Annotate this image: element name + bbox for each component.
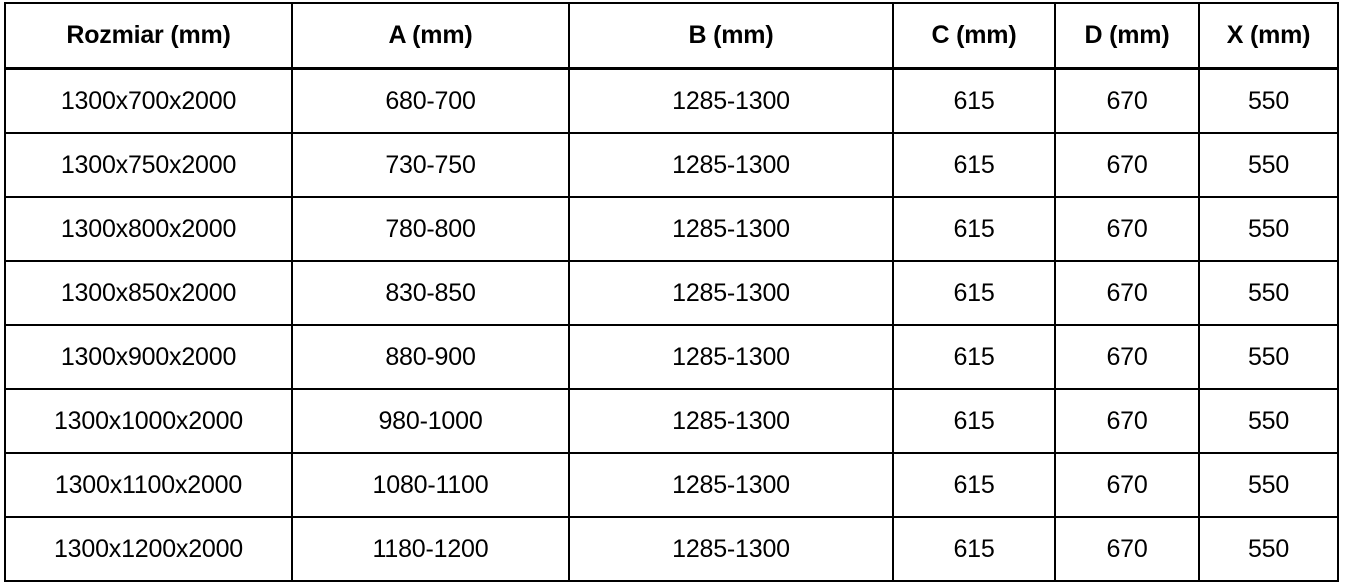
column-header-x: X (mm) [1198, 2, 1339, 70]
cell-c: 615 [892, 260, 1056, 326]
cell-d: 670 [1054, 516, 1200, 582]
cell-x: 550 [1198, 516, 1339, 582]
cell-c: 615 [892, 132, 1056, 198]
cell-d: 670 [1054, 260, 1200, 326]
table-row: 1300x900x2000 880-900 1285-1300 615 670 … [4, 324, 1339, 390]
table-row: 1300x1000x2000 980-1000 1285-1300 615 67… [4, 388, 1339, 454]
cell-x: 550 [1198, 132, 1339, 198]
cell-a: 680-700 [291, 67, 570, 134]
table-row: 1300x850x2000 830-850 1285-1300 615 670 … [4, 260, 1339, 326]
cell-a: 830-850 [291, 260, 570, 326]
cell-a: 1080-1100 [291, 452, 570, 518]
dimensions-table: Rozmiar (mm) A (mm) B (mm) C (mm) D (mm)… [4, 2, 1339, 582]
cell-d: 670 [1054, 67, 1200, 134]
table-row: 1300x1200x2000 1180-1200 1285-1300 615 6… [4, 516, 1339, 582]
cell-d: 670 [1054, 132, 1200, 198]
cell-d: 670 [1054, 452, 1200, 518]
cell-b: 1285-1300 [568, 132, 894, 198]
table-row: 1300x750x2000 730-750 1285-1300 615 670 … [4, 132, 1339, 198]
cell-x: 550 [1198, 452, 1339, 518]
cell-d: 670 [1054, 388, 1200, 454]
column-header-d: D (mm) [1054, 2, 1200, 70]
column-header-a: A (mm) [291, 2, 570, 70]
cell-c: 615 [892, 196, 1056, 262]
cell-c: 615 [892, 388, 1056, 454]
cell-x: 550 [1198, 67, 1339, 134]
table-body: 1300x700x2000 680-700 1285-1300 615 670 … [4, 67, 1339, 582]
cell-b: 1285-1300 [568, 452, 894, 518]
cell-size: 1300x750x2000 [4, 132, 293, 198]
table-header-row: Rozmiar (mm) A (mm) B (mm) C (mm) D (mm)… [4, 2, 1339, 70]
cell-size: 1300x800x2000 [4, 196, 293, 262]
cell-size: 1300x1200x2000 [4, 516, 293, 582]
column-header-size: Rozmiar (mm) [4, 2, 293, 70]
cell-size: 1300x1000x2000 [4, 388, 293, 454]
table-row: 1300x800x2000 780-800 1285-1300 615 670 … [4, 196, 1339, 262]
cell-b: 1285-1300 [568, 196, 894, 262]
cell-c: 615 [892, 67, 1056, 134]
cell-a: 1180-1200 [291, 516, 570, 582]
cell-a: 980-1000 [291, 388, 570, 454]
cell-a: 780-800 [291, 196, 570, 262]
column-header-c: C (mm) [892, 2, 1056, 70]
cell-x: 550 [1198, 196, 1339, 262]
cell-d: 670 [1054, 324, 1200, 390]
cell-b: 1285-1300 [568, 388, 894, 454]
cell-size: 1300x850x2000 [4, 260, 293, 326]
cell-d: 670 [1054, 196, 1200, 262]
cell-c: 615 [892, 516, 1056, 582]
cell-size: 1300x900x2000 [4, 324, 293, 390]
table-header: Rozmiar (mm) A (mm) B (mm) C (mm) D (mm)… [4, 2, 1339, 70]
cell-a: 880-900 [291, 324, 570, 390]
cell-x: 550 [1198, 324, 1339, 390]
column-header-b: B (mm) [568, 2, 894, 70]
cell-b: 1285-1300 [568, 324, 894, 390]
cell-c: 615 [892, 324, 1056, 390]
table-row: 1300x1100x2000 1080-1100 1285-1300 615 6… [4, 452, 1339, 518]
cell-size: 1300x700x2000 [4, 67, 293, 134]
cell-a: 730-750 [291, 132, 570, 198]
cell-b: 1285-1300 [568, 260, 894, 326]
cell-x: 550 [1198, 260, 1339, 326]
cell-b: 1285-1300 [568, 516, 894, 582]
cell-b: 1285-1300 [568, 67, 894, 134]
cell-size: 1300x1100x2000 [4, 452, 293, 518]
table-row: 1300x700x2000 680-700 1285-1300 615 670 … [4, 67, 1339, 134]
cell-c: 615 [892, 452, 1056, 518]
cell-x: 550 [1198, 388, 1339, 454]
